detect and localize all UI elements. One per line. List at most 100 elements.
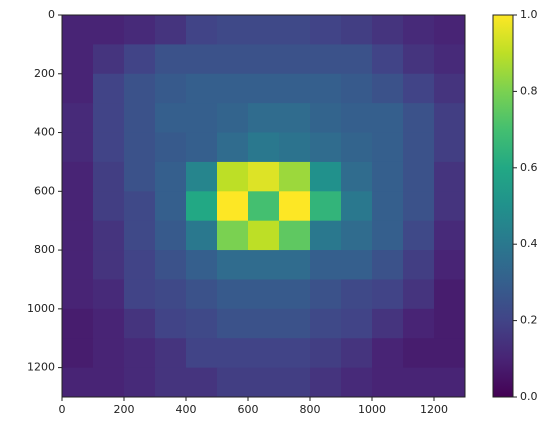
- x-tick-label: 1200: [420, 403, 448, 416]
- heatmap-cell: [62, 15, 94, 45]
- heatmap-cell: [248, 74, 280, 104]
- heatmap-cell: [186, 162, 218, 192]
- heatmap-cell: [279, 309, 311, 339]
- heatmap-cell: [341, 250, 373, 280]
- heatmap-cell: [93, 44, 125, 74]
- heatmap-cell: [155, 368, 187, 398]
- heatmap-cell: [93, 368, 125, 398]
- heatmap-cell: [341, 338, 373, 368]
- heatmap-cell: [248, 250, 280, 280]
- heatmap-cell: [62, 44, 94, 74]
- heatmap-cell: [155, 103, 187, 133]
- heatmap-cell: [341, 162, 373, 192]
- y-tick-label: 600: [34, 184, 55, 197]
- heatmap-cell: [248, 279, 280, 309]
- heatmap-cell: [279, 191, 311, 221]
- heatmap-cell: [62, 221, 94, 251]
- heatmap-cell: [310, 44, 342, 74]
- heatmap-cell: [341, 279, 373, 309]
- heatmap-cell: [217, 338, 249, 368]
- colorbar: [493, 15, 513, 397]
- heatmap-cell: [403, 338, 435, 368]
- heatmap-cell: [124, 221, 156, 251]
- heatmap-cell: [155, 279, 187, 309]
- y-tick-label: 400: [34, 126, 55, 139]
- heatmap-cell: [93, 279, 125, 309]
- heatmap-cell: [434, 191, 466, 221]
- heatmap-cell: [341, 221, 373, 251]
- heatmap-cell: [434, 309, 466, 339]
- heatmap-cell: [186, 44, 218, 74]
- heatmap-cell: [279, 44, 311, 74]
- heatmap-cell: [279, 133, 311, 163]
- heatmap-cell: [155, 15, 187, 45]
- heatmap-cell: [403, 191, 435, 221]
- heatmap-cell: [93, 15, 125, 45]
- heatmap-cell: [434, 103, 466, 133]
- heatmap-cell: [372, 250, 404, 280]
- colorbar-tick-label: 0.0: [520, 390, 538, 403]
- heatmap-cell: [279, 162, 311, 192]
- colorbar-tick-label: 1.0: [520, 8, 538, 21]
- heatmap-cell: [248, 133, 280, 163]
- heatmap-cell: [372, 368, 404, 398]
- heatmap-cell: [186, 309, 218, 339]
- heatmap-cell: [124, 74, 156, 104]
- heatmap-cell: [93, 74, 125, 104]
- chart: 0200400600800100012000200400600800100012…: [0, 0, 548, 429]
- heatmap-cell: [434, 74, 466, 104]
- heatmap-cell: [124, 279, 156, 309]
- colorbar-tick-label: 0.6: [520, 161, 538, 174]
- heatmap-cell: [434, 250, 466, 280]
- y-tick-label: 1000: [27, 302, 55, 315]
- heatmap-cell: [217, 74, 249, 104]
- heatmap-cell: [310, 133, 342, 163]
- heatmap-cell: [93, 191, 125, 221]
- heatmap-cell: [186, 338, 218, 368]
- heatmap-cell: [403, 368, 435, 398]
- y-tick-label: 800: [34, 243, 55, 256]
- heatmap-cell: [403, 221, 435, 251]
- heatmap-cell: [217, 279, 249, 309]
- heatmap-cell: [93, 309, 125, 339]
- heatmap-cell: [403, 309, 435, 339]
- heatmap-cell: [93, 103, 125, 133]
- heatmap-cell: [124, 44, 156, 74]
- heatmap-cell: [279, 221, 311, 251]
- colorbar-tick-label: 0.8: [520, 84, 538, 97]
- x-tick-label: 200: [114, 403, 135, 416]
- heatmap-cell: [217, 103, 249, 133]
- heatmap-cell: [403, 279, 435, 309]
- heatmap-cell: [372, 74, 404, 104]
- heatmap-cell: [310, 191, 342, 221]
- heatmap-cell: [217, 250, 249, 280]
- heatmap-cell: [93, 250, 125, 280]
- x-tick-label: 0: [59, 403, 66, 416]
- heatmap-cell: [124, 133, 156, 163]
- heatmap-cell: [372, 15, 404, 45]
- heatmap-cell: [155, 74, 187, 104]
- heatmap-cell: [341, 44, 373, 74]
- heatmap-cell: [341, 191, 373, 221]
- heatmap-cell: [248, 368, 280, 398]
- heatmap-cell: [310, 103, 342, 133]
- y-tick-label: 0: [48, 8, 55, 21]
- heatmap-cell: [217, 44, 249, 74]
- heatmap-cell: [62, 338, 94, 368]
- heatmap-cell: [217, 133, 249, 163]
- heatmap-cell: [372, 221, 404, 251]
- heatmap-cell: [124, 103, 156, 133]
- heatmap-cell: [186, 279, 218, 309]
- heatmap-cell: [434, 338, 466, 368]
- heatmap-cell: [248, 309, 280, 339]
- heatmap-cell: [155, 309, 187, 339]
- heatmap-cell: [62, 74, 94, 104]
- heatmap-cell: [248, 162, 280, 192]
- heatmap-cell: [372, 279, 404, 309]
- colorbar-tick-label: 0.2: [520, 314, 538, 327]
- heatmap-cell: [186, 74, 218, 104]
- heatmap-cell: [248, 44, 280, 74]
- y-tick-label: 1200: [27, 361, 55, 374]
- heatmap-cell: [310, 279, 342, 309]
- heatmap-cell: [62, 162, 94, 192]
